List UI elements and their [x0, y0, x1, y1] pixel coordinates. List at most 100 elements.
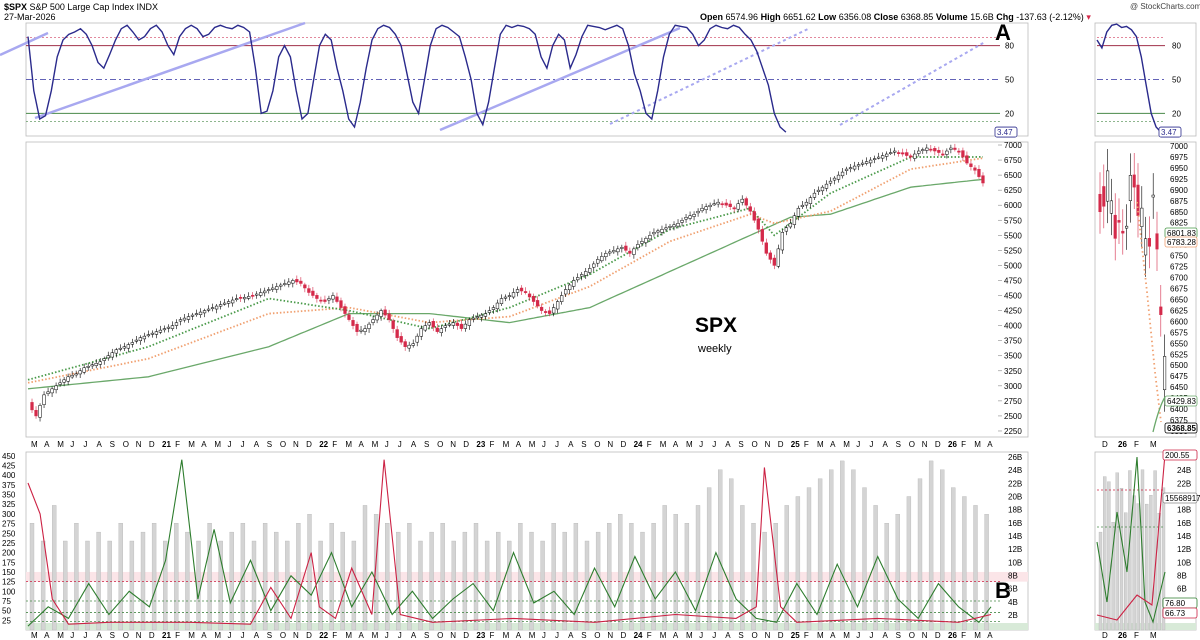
price-xtick: A	[44, 440, 50, 449]
inset-candle-body	[1132, 174, 1136, 188]
vol-xtick: S	[896, 631, 901, 640]
candle-body	[644, 238, 648, 243]
candle-body	[736, 203, 740, 210]
vol-xtick: J	[856, 631, 860, 640]
candle-body	[447, 323, 451, 326]
price-xtick: A	[987, 440, 993, 449]
vol-xtick: J	[869, 631, 873, 640]
volume-bar	[851, 469, 856, 631]
candle-body	[247, 296, 251, 299]
inset-xtick: M	[1150, 440, 1157, 449]
volume-bar	[595, 531, 601, 631]
candle-body	[576, 277, 580, 281]
osc-ytick-20: 20	[1005, 109, 1014, 118]
candle-body	[66, 376, 70, 382]
candle-body	[138, 337, 142, 342]
inset-ma-orange	[1136, 201, 1162, 423]
volume-bar	[274, 531, 279, 631]
candle-body	[812, 192, 817, 198]
vol-xtick: M	[31, 631, 38, 640]
volume-bar	[873, 505, 878, 631]
candle-body	[222, 302, 227, 305]
annotation-a: A	[995, 20, 1011, 45]
price-xtick: J	[699, 440, 703, 449]
candle-body	[836, 174, 841, 180]
inset-vol-ytick-22B: 22B	[1177, 479, 1191, 488]
volume-bar	[928, 460, 934, 631]
candle-body	[780, 232, 785, 251]
inset-volume-bar	[1157, 513, 1161, 631]
candle-body	[315, 295, 319, 299]
volume-bar	[718, 469, 723, 631]
candle-body	[704, 206, 708, 210]
volume-bar	[29, 523, 35, 631]
vol-ytick-left-350: 350	[2, 491, 16, 500]
candle-body	[62, 379, 66, 383]
candle-body	[949, 147, 953, 150]
candle-body	[475, 316, 480, 319]
candle-body	[832, 177, 837, 181]
price-xtick: N	[293, 440, 299, 449]
price-xtick: N	[136, 440, 142, 449]
vol-xtick: M	[843, 631, 850, 640]
inset-price-ytick-6450: 6450	[1170, 383, 1188, 392]
volume-bar	[351, 540, 357, 631]
green-band	[26, 623, 1028, 630]
inset-volume-bar	[1107, 481, 1111, 631]
vol-ytick-right-6B: 6B	[1008, 585, 1018, 594]
candle-body	[194, 313, 199, 316]
price-xtick: 23	[476, 440, 485, 449]
candle-body	[600, 256, 604, 262]
inset-price-ytick-6525: 6525	[1170, 350, 1188, 359]
vol-xtick: A	[201, 631, 207, 640]
price-xtick: M	[188, 440, 195, 449]
candle-body	[359, 329, 363, 332]
inset-ma-green	[1152, 396, 1166, 433]
vol-xtick: F	[804, 631, 809, 640]
price-xtick: F	[961, 440, 966, 449]
volume-bar	[307, 514, 312, 631]
volume-bar	[651, 523, 656, 631]
vol-ytick-left-150: 150	[2, 568, 16, 577]
candle-body	[170, 325, 175, 329]
candle-body	[331, 295, 335, 300]
candle-body	[692, 213, 696, 217]
price-xtick: J	[83, 440, 87, 449]
volume-bar	[940, 469, 945, 631]
price-xtick: J	[856, 440, 860, 449]
price-xtick: A	[97, 440, 103, 449]
volume-bar	[185, 531, 190, 631]
inset-price-ytick-6600: 6600	[1170, 317, 1188, 326]
candle-body	[431, 321, 435, 328]
volume-bar	[362, 505, 368, 631]
candle-body	[235, 298, 239, 300]
candle-body	[804, 201, 809, 206]
price-xtick: 26	[948, 440, 957, 449]
inset-candle-body	[1147, 238, 1151, 247]
inset-price-ytick-6650: 6650	[1170, 295, 1188, 304]
candle-body	[740, 198, 744, 203]
index-name: S&P 500 Large Cap Index	[29, 2, 134, 12]
price-xtick: F	[804, 440, 809, 449]
vol-xtick: D	[463, 631, 469, 640]
candle-body	[511, 292, 516, 298]
inset-price-ytick-6975: 6975	[1170, 153, 1188, 162]
candle-body	[957, 150, 961, 153]
candle-body	[700, 207, 704, 212]
candle-body	[126, 344, 130, 349]
vol-xtick: N	[293, 631, 299, 640]
candle-body	[844, 168, 849, 171]
candle-body	[852, 165, 857, 170]
vol-xtick: A	[987, 631, 993, 640]
volume-bar	[262, 523, 268, 631]
vol-xtick: 21	[162, 631, 171, 640]
price-xtick: A	[673, 440, 679, 449]
price-xtick: J	[555, 440, 559, 449]
vol-xtick: J	[712, 631, 716, 640]
candle-body	[70, 375, 74, 378]
inset-price-ytick-6550: 6550	[1170, 339, 1188, 348]
inset-candle-body	[1117, 220, 1121, 223]
price-ytick-4750: 4750	[1004, 276, 1022, 285]
price-ytick-4250: 4250	[1004, 307, 1022, 316]
